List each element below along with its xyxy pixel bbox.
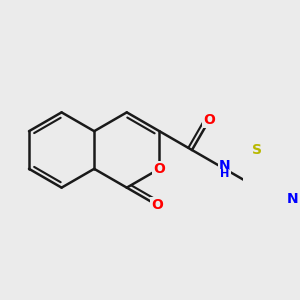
Text: O: O — [153, 162, 165, 176]
Text: N: N — [287, 192, 299, 206]
Text: S: S — [252, 143, 262, 157]
Text: N: N — [219, 159, 230, 173]
Text: O: O — [203, 113, 215, 127]
Text: O: O — [151, 198, 163, 212]
Text: H: H — [220, 169, 229, 179]
